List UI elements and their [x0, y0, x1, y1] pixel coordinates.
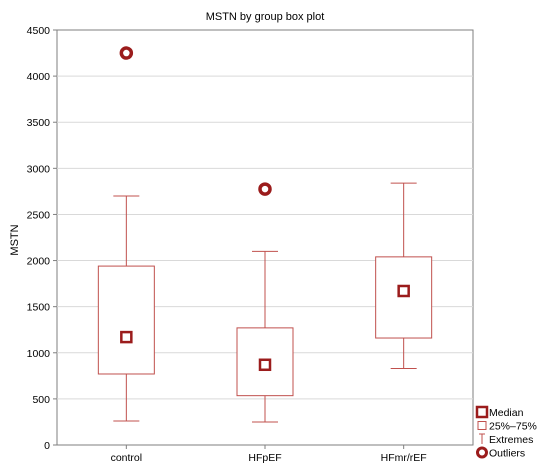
outlier-point — [258, 182, 272, 196]
x-tick-label: HFpEF — [248, 452, 281, 464]
y-axis-label: MSTN — [9, 224, 21, 255]
outlier-point — [119, 46, 134, 60]
x-tick-label: control — [111, 452, 143, 464]
legend-label: 25%–75% — [489, 421, 537, 433]
y-tick-label: 1000 — [27, 348, 51, 360]
legend-label: Outliers — [489, 448, 525, 460]
median-marker — [397, 284, 410, 298]
y-tick-label: 3000 — [27, 163, 51, 175]
y-tick-label: 0 — [44, 440, 50, 452]
iqr-box — [97, 265, 155, 375]
y-tick-label: 3500 — [27, 117, 51, 129]
y-tick-label: 500 — [32, 394, 50, 406]
median-marker — [120, 330, 133, 344]
y-tick-label: 1500 — [27, 302, 51, 314]
iqr-box — [375, 256, 433, 339]
y-tick-label: 4500 — [27, 25, 51, 37]
legend-label: Extremes — [489, 434, 533, 446]
x-tick-label: HFmr/rEF — [381, 452, 427, 464]
plot-area: 0 500 1000 1500 2000 2500 3000 3500 4000 4500 cont… — [27, 25, 474, 464]
chart-title: MSTN by group box plot — [206, 11, 325, 23]
legend-symbol-outliers — [476, 446, 488, 459]
y-tick-label: 4000 — [27, 71, 51, 83]
median-marker — [258, 358, 272, 372]
legend: Median 25%–75%Extremes Outliers — [475, 405, 537, 460]
y-tick-label: 2000 — [27, 256, 51, 268]
y-tick-label: 2500 — [27, 209, 51, 221]
legend-symbol-iqr — [477, 421, 487, 430]
legend-label: Median — [489, 407, 524, 419]
legend-symbol-median — [475, 405, 489, 419]
